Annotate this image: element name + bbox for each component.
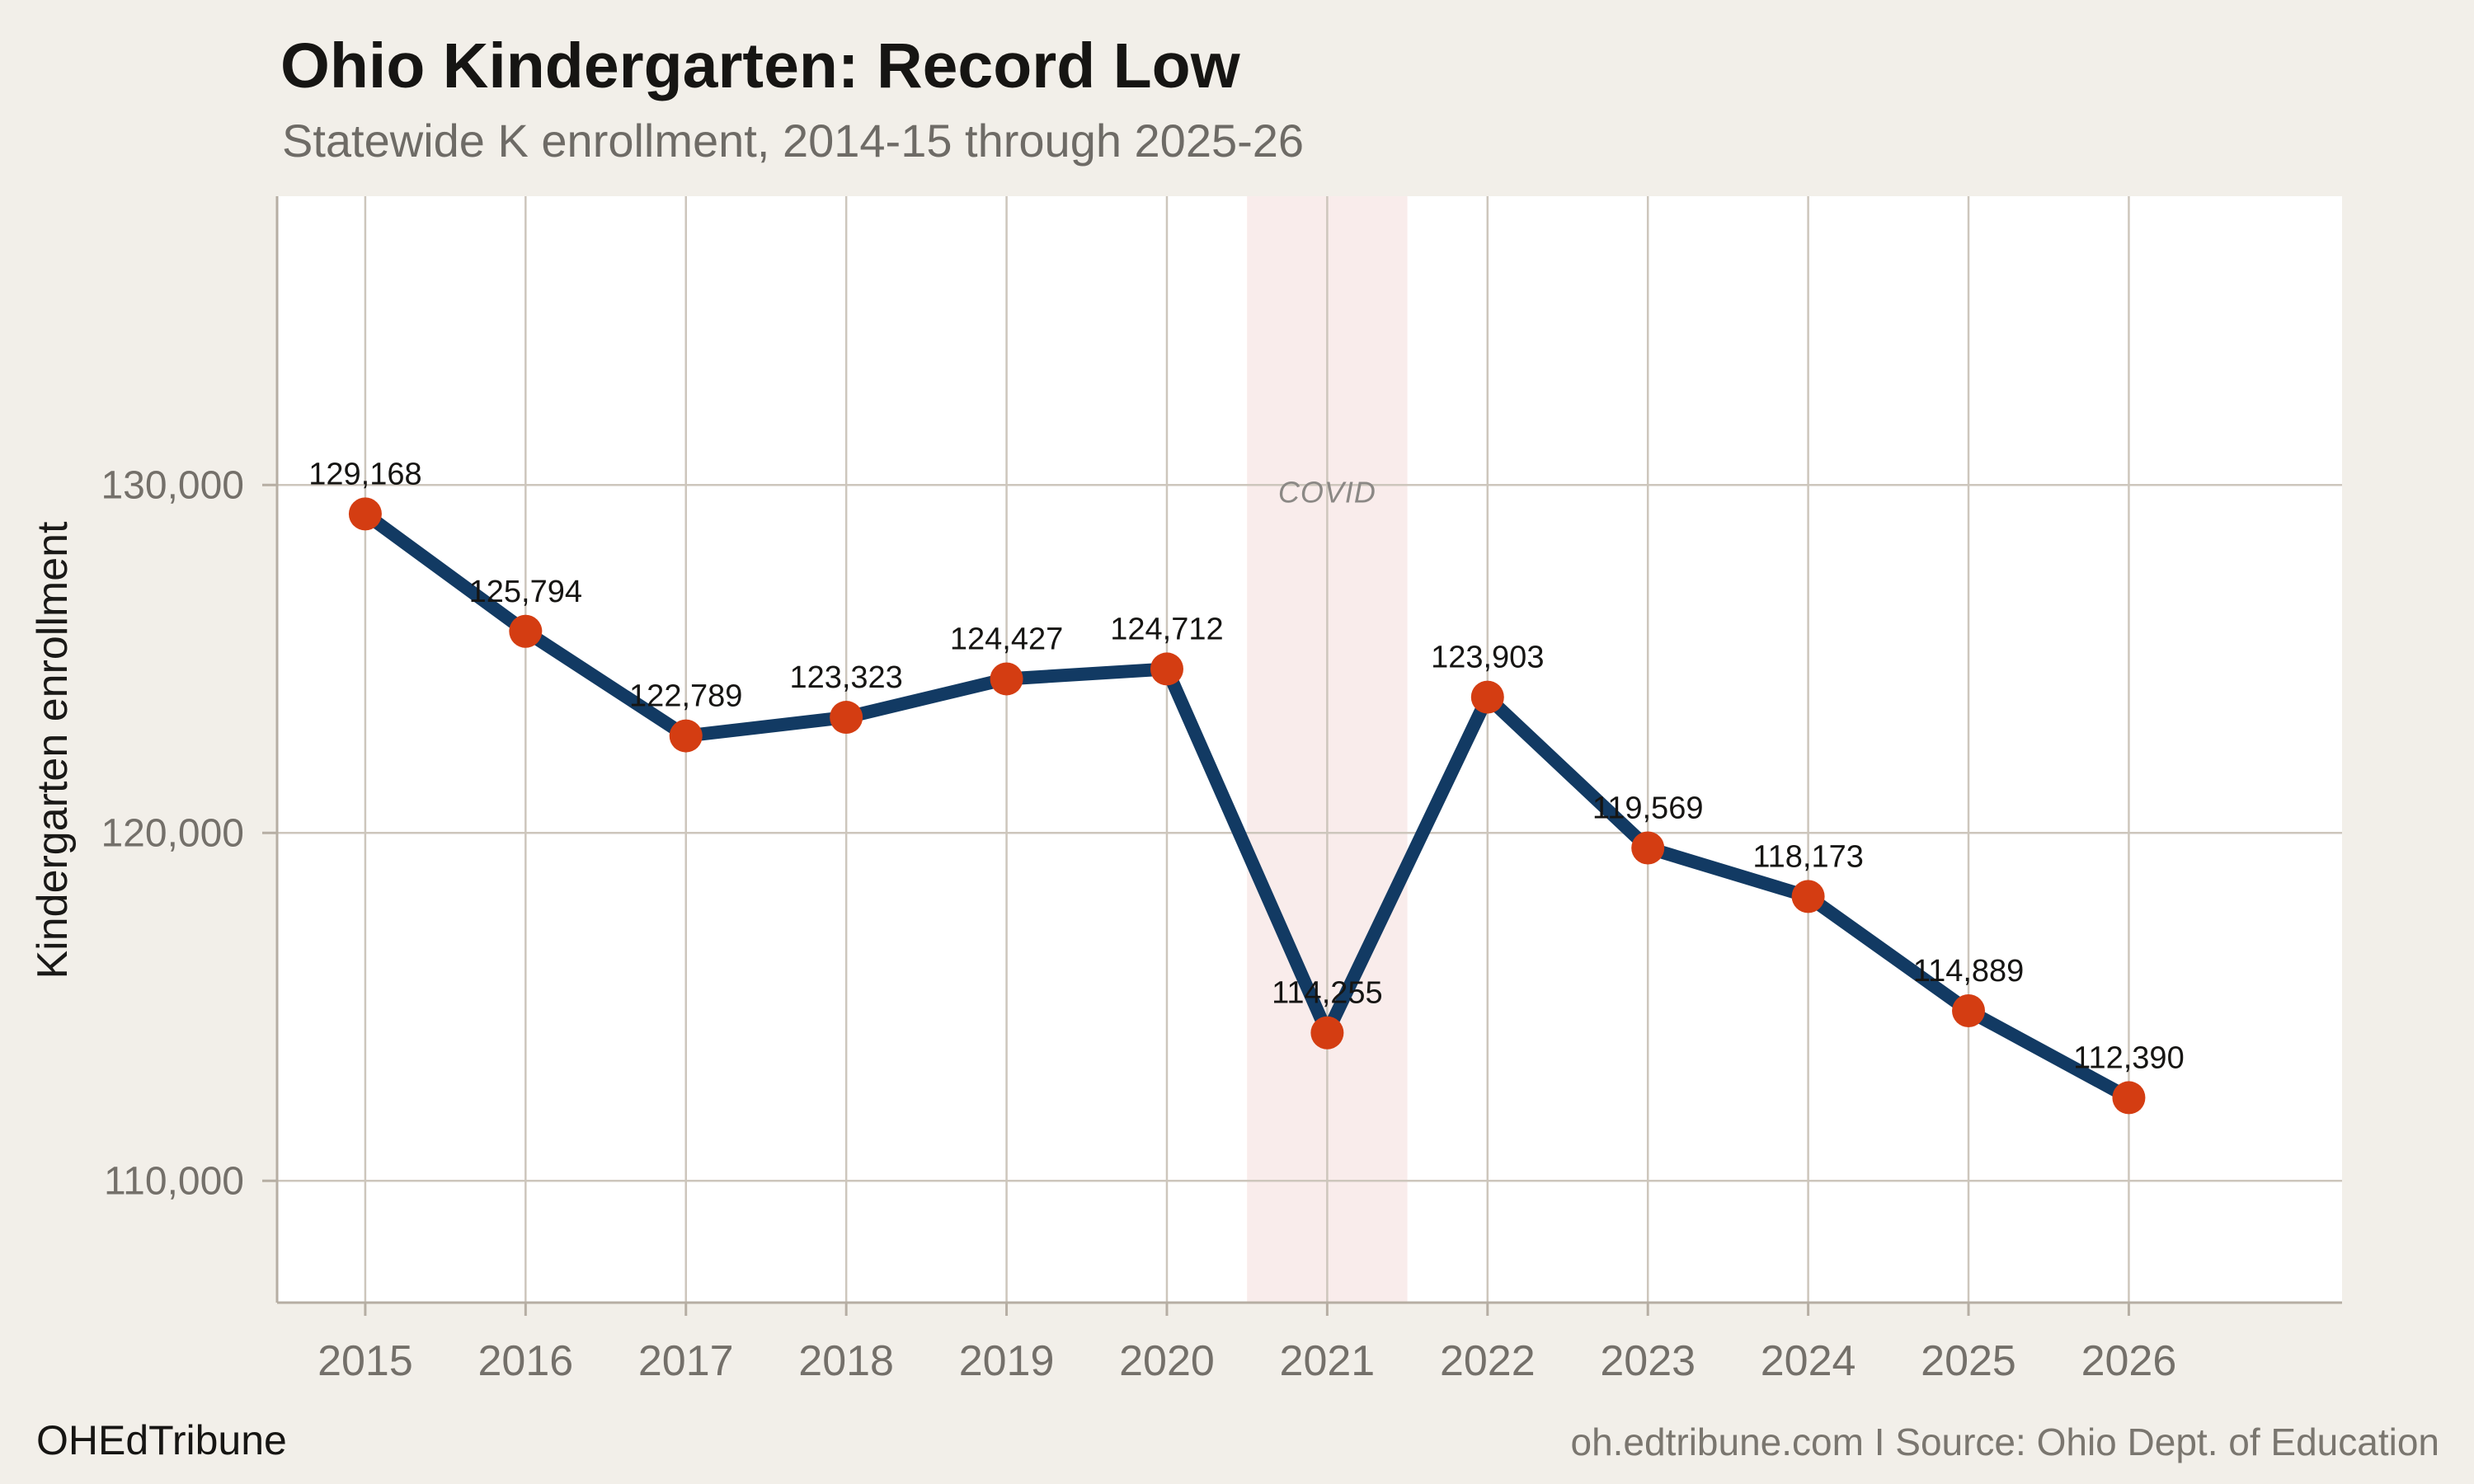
data-point <box>1952 993 1986 1027</box>
x-tick-label: 2023 <box>1600 1337 1696 1385</box>
x-tick-label: 2015 <box>317 1337 413 1385</box>
x-tick-label: 2016 <box>477 1337 573 1385</box>
y-tick-label: 110,000 <box>104 1159 244 1203</box>
publisher-logo-text: OHEdTribune <box>36 1417 287 1463</box>
data-point <box>1791 880 1825 913</box>
x-tick-label: 2020 <box>1119 1337 1215 1385</box>
data-point-label: 129,168 <box>308 457 421 491</box>
y-tick-label: 130,000 <box>101 463 244 507</box>
x-tick-label: 2017 <box>638 1337 734 1385</box>
chart-title: Ohio Kindergarten: Record Low <box>280 31 1240 101</box>
source-attribution: oh.edtribune.com I Source: Ohio Dept. of… <box>1570 1421 2439 1463</box>
x-tick-label: 2022 <box>1440 1337 1536 1385</box>
data-point-label: 119,569 <box>1592 791 1704 825</box>
data-point-label: 118,173 <box>1752 839 1864 874</box>
x-tick-label: 2025 <box>1921 1337 2016 1385</box>
data-point-label: 123,323 <box>789 660 902 695</box>
chart-subtitle: Statewide K enrollment, 2014-15 through … <box>282 115 1305 167</box>
data-point-label: 114,255 <box>1272 976 1383 1011</box>
x-tick-label: 2021 <box>1280 1337 1376 1385</box>
covid-label: COVID <box>1278 475 1376 509</box>
y-tick-label: 120,000 <box>101 811 244 855</box>
data-point <box>669 719 703 753</box>
data-point-label: 114,889 <box>1913 954 2025 989</box>
data-point-label: 124,427 <box>950 622 1063 656</box>
data-point <box>1470 680 1504 714</box>
x-tick-label: 2024 <box>1761 1337 1856 1385</box>
x-tick-label: 2018 <box>798 1337 894 1385</box>
data-point <box>2112 1081 2146 1115</box>
data-point-label: 112,390 <box>2073 1040 2185 1075</box>
data-point <box>348 497 382 531</box>
data-point <box>509 614 543 648</box>
data-point-label: 122,789 <box>629 679 742 714</box>
data-point-label: 125,794 <box>469 575 582 609</box>
data-point <box>1631 831 1665 865</box>
data-point <box>1310 1016 1344 1050</box>
data-point <box>1150 652 1183 686</box>
enrollment-line <box>358 507 2136 1105</box>
data-point-label: 123,903 <box>1431 641 1544 675</box>
x-tick-label: 2019 <box>959 1337 1055 1385</box>
data-point <box>990 662 1023 696</box>
data-point <box>830 701 863 735</box>
data-point-label: 124,712 <box>1110 612 1223 646</box>
x-tick-label: 2026 <box>2081 1337 2177 1385</box>
